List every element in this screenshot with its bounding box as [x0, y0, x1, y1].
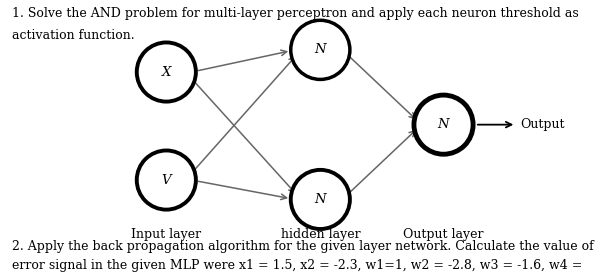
Ellipse shape: [414, 95, 473, 154]
Text: Output: Output: [521, 118, 565, 131]
Text: N: N: [315, 193, 326, 206]
Ellipse shape: [137, 150, 196, 210]
Text: V: V: [161, 174, 171, 186]
Text: activation function.: activation function.: [12, 29, 135, 42]
Text: X: X: [161, 66, 171, 78]
Ellipse shape: [291, 20, 350, 79]
Text: N: N: [438, 118, 449, 131]
Ellipse shape: [291, 170, 350, 229]
Ellipse shape: [137, 42, 196, 102]
Text: 1. Solve the AND problem for multi-layer perceptron and apply each neuron thresh: 1. Solve the AND problem for multi-layer…: [12, 7, 579, 20]
Text: hidden layer: hidden layer: [280, 228, 360, 240]
Text: error signal in the given MLP were x1 = 1.5, x2 = -2.3, w1=1, w2 = -2.8, w3 = -1: error signal in the given MLP were x1 = …: [12, 259, 583, 272]
Text: 2. Apply the back propagation algorithm for the given layer network. Calculate t: 2. Apply the back propagation algorithm …: [12, 240, 594, 253]
Text: Output layer: Output layer: [403, 228, 484, 240]
Text: Input layer: Input layer: [131, 228, 201, 240]
Text: N: N: [315, 43, 326, 56]
